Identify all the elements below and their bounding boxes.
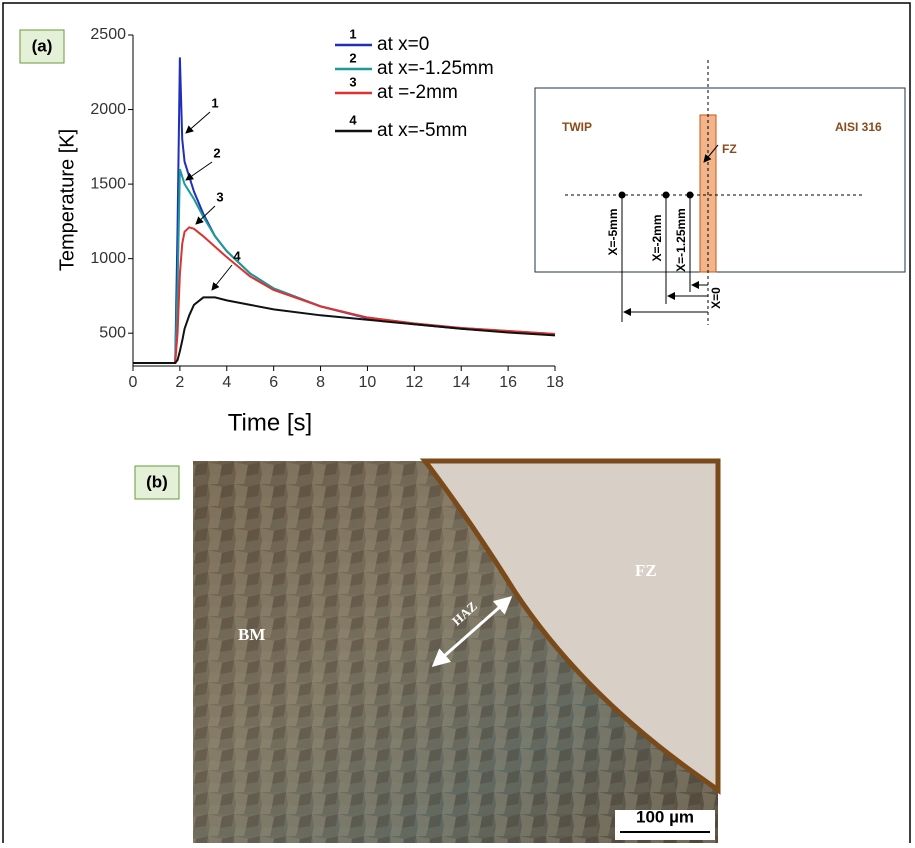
legend-key: 1 xyxy=(349,26,356,41)
schematic: TWIP AISI 316 FZ X=-5mm X=-2mm X=-1.25mm… xyxy=(534,60,906,325)
x-axis-label: Time [s] xyxy=(228,409,312,436)
region-label: BM xyxy=(238,625,265,644)
series-line xyxy=(133,226,556,365)
curve-annotation: 4 xyxy=(233,248,241,263)
curve-annotation: 2 xyxy=(213,145,220,160)
fusion-zone-region xyxy=(419,458,721,795)
x-tick-label: 2 xyxy=(175,374,184,391)
series-line xyxy=(133,296,556,365)
annotation-arrow xyxy=(211,264,233,291)
position-label: X=0 xyxy=(709,287,723,309)
y-axis-label: Temperature [K] xyxy=(56,129,78,271)
panel-label: (a) xyxy=(32,36,53,55)
x-tick-label: 18 xyxy=(546,374,564,391)
panel-box xyxy=(19,29,65,64)
material-label: AISI 316 xyxy=(835,120,882,134)
annotation-arrow xyxy=(195,205,216,225)
region-label: FZ xyxy=(635,561,657,580)
x-tick-label: 16 xyxy=(499,374,517,391)
x-tick-label: 6 xyxy=(269,374,278,391)
x-tick-label: 14 xyxy=(452,374,470,391)
annotation-arrow xyxy=(185,161,213,181)
legend-label: at =-2mm xyxy=(377,82,458,103)
micrograph: BM HAZ FZ 100 µm (b) xyxy=(134,458,721,843)
chart: (a) Time [s] Temperature [K] 0 2 4 6 8 10 12 14… xyxy=(19,26,564,436)
panel-box xyxy=(134,465,180,500)
annotation-arrow xyxy=(185,111,211,134)
legend-key: 2 xyxy=(349,50,356,65)
legend-label: at x=0 xyxy=(377,34,429,55)
haz-arrow xyxy=(431,596,513,667)
legend-label: at x=-1.25mm xyxy=(377,58,494,79)
x-tick-label: 4 xyxy=(222,374,231,391)
panel-label: (b) xyxy=(146,472,168,491)
curve-annotation: 3 xyxy=(216,189,223,204)
legend-key: 3 xyxy=(349,74,356,89)
y-tick-label: 500 xyxy=(99,324,126,341)
zone-label: FZ xyxy=(722,142,737,156)
zone-arrow xyxy=(703,144,719,163)
x-tick-label: 8 xyxy=(316,374,325,391)
scale-label: 100 µm xyxy=(636,807,694,826)
weld-plate xyxy=(534,87,906,273)
position-label: X=-1.25mm xyxy=(674,208,688,272)
curve-annotation: 1 xyxy=(211,95,218,110)
y-tick-label: 1500 xyxy=(90,175,126,192)
x-tick-label: 12 xyxy=(405,374,423,391)
legend-key: 4 xyxy=(349,112,357,127)
scale-box xyxy=(615,810,715,840)
material-label: TWIP xyxy=(562,120,592,134)
position-label: X=-5mm xyxy=(606,208,620,255)
x-tick-label: 10 xyxy=(359,374,377,391)
position-label: X=-2mm xyxy=(650,214,664,261)
y-tick-label: 1000 xyxy=(90,250,126,267)
x-tick-label: 0 xyxy=(129,374,138,391)
y-tick-label: 2000 xyxy=(90,101,126,118)
y-tick-label: 2500 xyxy=(90,26,126,43)
legend-label: at x=-5mm xyxy=(377,120,467,141)
